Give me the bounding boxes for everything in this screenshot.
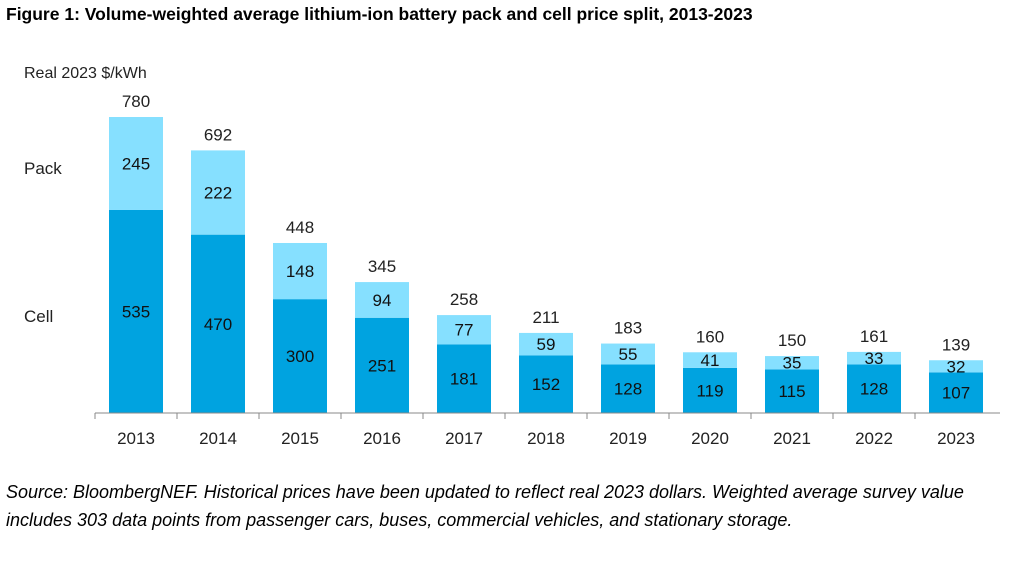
pack-bar-2015 bbox=[273, 242, 327, 300]
total-value-label: 139 bbox=[942, 335, 970, 354]
cell-value-label: 128 bbox=[860, 380, 888, 399]
cell-value-label: 535 bbox=[122, 302, 150, 321]
total-value-label: 258 bbox=[450, 290, 478, 309]
cell-bar-2017 bbox=[437, 344, 491, 413]
pack-bar-2019 bbox=[601, 343, 655, 365]
pack-bar-2021 bbox=[765, 356, 819, 370]
cell-value-label: 107 bbox=[942, 384, 970, 403]
cell-bar-2016 bbox=[355, 317, 409, 413]
legend-pack: Pack bbox=[24, 159, 62, 178]
total-value-label: 183 bbox=[614, 319, 642, 338]
pack-bar-2017 bbox=[437, 315, 491, 345]
pack-value-label: 41 bbox=[701, 351, 720, 370]
y-axis-label: Real 2023 $/kWh bbox=[24, 65, 147, 82]
x-tick-label: 2018 bbox=[527, 429, 565, 448]
pack-value-label: 245 bbox=[122, 154, 150, 173]
pack-value-label: 55 bbox=[619, 345, 638, 364]
cell-value-label: 128 bbox=[614, 380, 642, 399]
cell-value-label: 115 bbox=[778, 382, 805, 401]
total-value-label: 448 bbox=[286, 218, 314, 237]
cell-bar-2020 bbox=[683, 367, 737, 413]
cell-bar-2013 bbox=[109, 209, 163, 413]
total-value-label: 692 bbox=[204, 125, 232, 144]
source-note: Source: BloombergNEF. Historical prices … bbox=[6, 482, 964, 530]
cell-value-label: 300 bbox=[286, 347, 314, 366]
x-tick-label: 2014 bbox=[199, 429, 237, 448]
figure-title: Figure 1: Volume-weighted average lithiu… bbox=[6, 4, 753, 24]
total-value-label: 211 bbox=[532, 308, 559, 327]
x-tick-label: 2022 bbox=[855, 429, 893, 448]
cell-bar-2014 bbox=[191, 234, 245, 413]
legend-cell: Cell bbox=[24, 307, 53, 326]
pack-value-label: 33 bbox=[865, 349, 884, 368]
total-value-label: 345 bbox=[368, 257, 396, 276]
x-tick-label: 2020 bbox=[691, 429, 729, 448]
cell-bar-2015 bbox=[273, 299, 327, 413]
pack-value-label: 94 bbox=[373, 291, 392, 310]
total-value-label: 160 bbox=[696, 327, 724, 346]
x-tick-label: 2016 bbox=[363, 429, 401, 448]
cell-value-label: 470 bbox=[204, 315, 232, 334]
x-tick-label: 2013 bbox=[117, 429, 155, 448]
cell-bar-2023 bbox=[929, 372, 983, 413]
cell-value-label: 119 bbox=[696, 381, 723, 400]
pack-value-label: 222 bbox=[204, 184, 232, 203]
cell-bar-2022 bbox=[847, 364, 901, 413]
pack-value-label: 148 bbox=[286, 262, 314, 281]
pack-value-label: 77 bbox=[455, 321, 474, 340]
pack-bar-2023 bbox=[929, 360, 983, 373]
total-value-label: 150 bbox=[778, 331, 806, 350]
pack-value-label: 35 bbox=[783, 354, 802, 373]
stacked-bar-chart: Real 2023 $/kWh Pack Cell 535 245 780 2013 4… bbox=[24, 65, 1000, 448]
pack-bar-2016 bbox=[355, 282, 409, 318]
cell-value-label: 251 bbox=[368, 356, 396, 375]
cell-value-label: 152 bbox=[532, 375, 560, 394]
pack-bar-2013 bbox=[109, 117, 163, 210]
total-value-label: 161 bbox=[860, 327, 888, 346]
pack-bar-2014 bbox=[191, 150, 245, 235]
x-tick-label: 2019 bbox=[609, 429, 647, 448]
cell-bar-2019 bbox=[601, 364, 655, 413]
x-tick-label: 2017 bbox=[445, 429, 483, 448]
pack-bar-2022 bbox=[847, 351, 901, 365]
cell-bar-2018 bbox=[519, 355, 573, 413]
x-tick-label: 2023 bbox=[937, 429, 975, 448]
cell-bar-2021 bbox=[765, 369, 819, 413]
x-tick-label: 2015 bbox=[281, 429, 319, 448]
pack-bar-2018 bbox=[519, 332, 573, 356]
x-tick-label: 2021 bbox=[773, 429, 811, 448]
cell-value-label: 181 bbox=[450, 370, 478, 389]
pack-value-label: 59 bbox=[537, 335, 556, 354]
pack-bar-2020 bbox=[683, 352, 737, 368]
pack-value-label: 32 bbox=[947, 357, 966, 376]
total-value-label: 780 bbox=[122, 92, 150, 111]
